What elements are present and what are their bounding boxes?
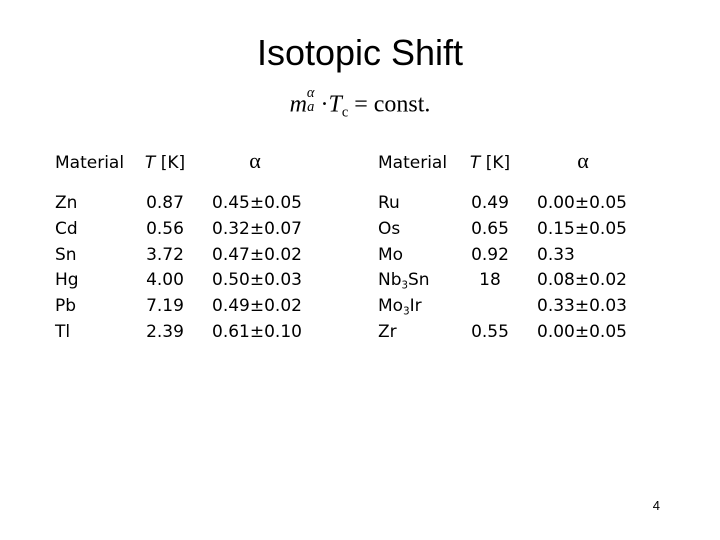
formula-t: T bbox=[328, 91, 342, 118]
header-temperature: T [K] bbox=[105, 153, 225, 173]
material: Ru bbox=[378, 193, 400, 213]
header-alpha: α bbox=[249, 148, 261, 173]
header-material: Material bbox=[378, 153, 448, 173]
material-part: Zr bbox=[378, 322, 397, 342]
formula-m: m bbox=[289, 91, 307, 118]
material-part: Hg bbox=[55, 270, 79, 291]
material-part: Cd bbox=[55, 218, 78, 239]
material-part: Ru bbox=[378, 193, 400, 213]
temperature: 0.56 bbox=[146, 218, 184, 239]
material-part: Nb bbox=[378, 270, 402, 291]
header-temperature-unit: [K] bbox=[160, 153, 186, 173]
header-temperature-symbol: T bbox=[144, 153, 156, 173]
header-material: Material bbox=[55, 153, 125, 173]
alpha: 0.50±0.03 bbox=[212, 270, 302, 291]
material: Nb3Sn bbox=[378, 270, 430, 297]
temperature: 0.55 bbox=[471, 322, 509, 342]
formula-dot: · bbox=[320, 91, 329, 118]
material: Hg bbox=[55, 270, 79, 290]
slide-title: Isotopic Shift bbox=[256, 32, 464, 73]
alpha: 0.08±0.02 bbox=[537, 270, 627, 291]
material-subscript: 3 bbox=[401, 280, 408, 292]
material: Pb bbox=[55, 296, 76, 316]
formula-t-sub: c bbox=[341, 104, 349, 121]
temperature: 2.39 bbox=[146, 322, 184, 342]
page-number: 4 bbox=[652, 498, 660, 513]
material-part: Mo bbox=[378, 244, 404, 265]
temperature: 0.92 bbox=[471, 244, 509, 265]
temperature: 3.72 bbox=[146, 244, 184, 265]
formula-sup: α bbox=[306, 85, 315, 101]
material-part: Ir bbox=[409, 296, 422, 317]
alpha: 0.00±0.05 bbox=[537, 322, 627, 342]
temperature: 0.49 bbox=[471, 193, 509, 213]
material: Sn bbox=[55, 245, 77, 265]
material-part: Tl bbox=[55, 322, 71, 342]
temperature: 7.19 bbox=[146, 296, 184, 317]
formula-rhs: = const. bbox=[354, 91, 431, 118]
alpha: 0.61±0.10 bbox=[212, 322, 302, 342]
header-temperature: T [K] bbox=[430, 153, 550, 173]
material-part: Sn bbox=[55, 244, 77, 265]
material-part: Mo bbox=[378, 296, 404, 317]
temperature: 18 bbox=[479, 270, 501, 291]
alpha: 0.15±0.05 bbox=[537, 218, 627, 239]
temperature: 0.65 bbox=[471, 218, 509, 239]
alpha: 0.49±0.02 bbox=[212, 296, 302, 317]
alpha: 0.33±0.03 bbox=[537, 296, 627, 317]
header-alpha: α bbox=[577, 148, 589, 173]
alpha: 0.47±0.02 bbox=[212, 244, 302, 265]
material: Zr bbox=[378, 322, 397, 342]
material: Os bbox=[378, 219, 400, 239]
material-part: Pb bbox=[55, 296, 77, 317]
material-part: Os bbox=[378, 218, 401, 239]
temperature: 0.87 bbox=[146, 193, 184, 213]
material: Cd bbox=[55, 219, 78, 239]
header-temperature-unit: [K] bbox=[485, 153, 511, 173]
material: Tl bbox=[55, 322, 70, 342]
material: Zn bbox=[55, 193, 77, 213]
material-part: Sn bbox=[408, 270, 430, 291]
formula-sub: a bbox=[307, 99, 315, 116]
alpha: 0.00±0.05 bbox=[537, 193, 627, 213]
alpha: 0.33 bbox=[537, 244, 575, 265]
material: Mo3Ir bbox=[378, 296, 422, 323]
material: Mo bbox=[378, 245, 403, 265]
material-part: Zn bbox=[55, 193, 78, 213]
alpha: 0.32±0.07 bbox=[212, 218, 302, 239]
header-temperature-symbol: T bbox=[469, 153, 481, 173]
alpha: 0.45±0.05 bbox=[212, 193, 302, 213]
temperature: 4.00 bbox=[146, 270, 184, 291]
material-subscript: 3 bbox=[403, 306, 410, 318]
